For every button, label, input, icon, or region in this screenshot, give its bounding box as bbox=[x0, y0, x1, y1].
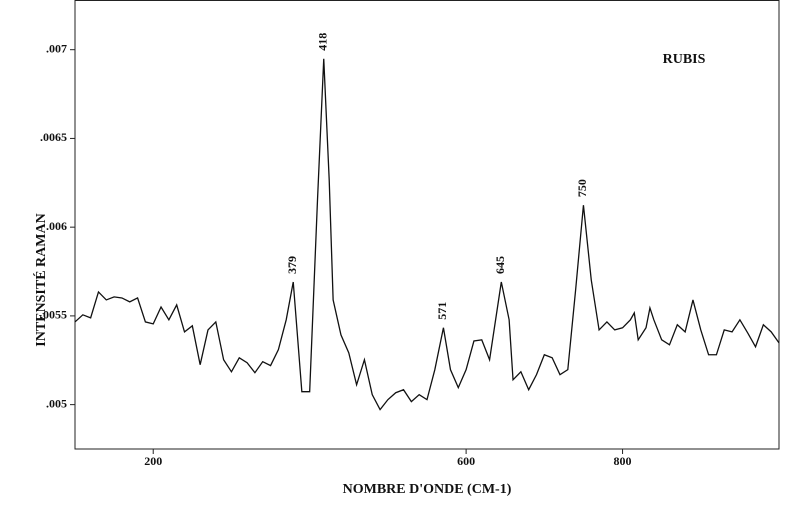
y-axis-title: INTENSITÉ RAMAN bbox=[32, 213, 49, 346]
y-tick-label: .005 bbox=[46, 396, 67, 410]
y-tick-label: .006 bbox=[46, 219, 67, 233]
x-tick-label: 600 bbox=[457, 454, 475, 468]
peak-label: 571 bbox=[435, 302, 449, 320]
peak-label: 379 bbox=[285, 256, 299, 274]
legend-label: RUBIS bbox=[663, 52, 706, 67]
peak-label: 750 bbox=[575, 179, 589, 197]
x-tick-label: 800 bbox=[614, 454, 632, 468]
x-tick-label: 200 bbox=[144, 454, 162, 468]
plot-frame bbox=[74, 0, 780, 450]
y-tick-label: .0055 bbox=[40, 308, 67, 322]
y-tick-label: .007 bbox=[46, 41, 67, 55]
y-tick-label: .0065 bbox=[40, 130, 67, 144]
peak-label: 418 bbox=[315, 33, 329, 51]
spectrum-line bbox=[74, 58, 780, 411]
x-axis-title: NOMBRE D'ONDE (CM-1) bbox=[343, 482, 512, 497]
peak-label: 645 bbox=[493, 256, 507, 274]
